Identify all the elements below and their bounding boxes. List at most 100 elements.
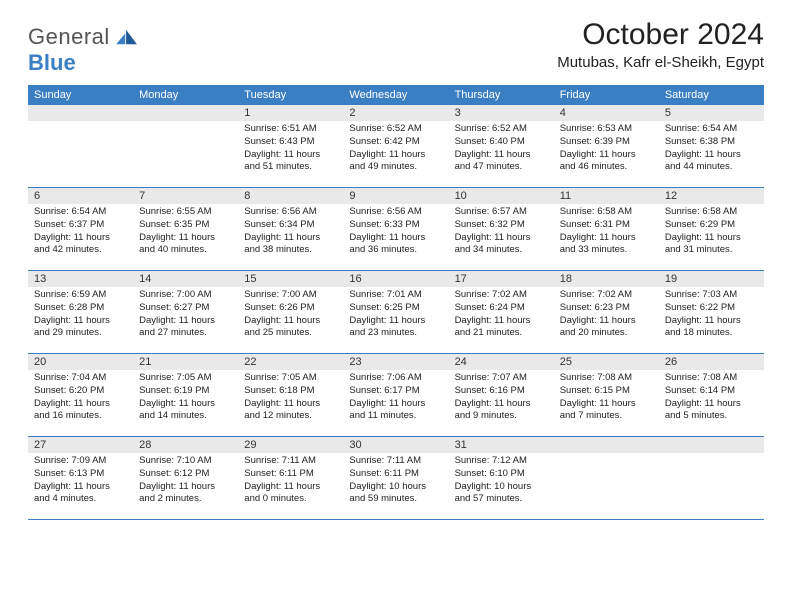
day-body: Sunrise: 7:07 AMSunset: 6:16 PMDaylight:… — [449, 370, 554, 427]
day-number: 21 — [133, 354, 238, 370]
daylight-line: Daylight: 11 hours and 34 minutes. — [455, 232, 548, 258]
calendar-day: 12Sunrise: 6:58 AMSunset: 6:29 PMDayligh… — [659, 188, 764, 270]
day-number: 10 — [449, 188, 554, 204]
day-body: Sunrise: 7:12 AMSunset: 6:10 PMDaylight:… — [449, 453, 554, 510]
calendar-day: 19Sunrise: 7:03 AMSunset: 6:22 PMDayligh… — [659, 271, 764, 353]
sunrise-line: Sunrise: 6:58 AM — [665, 206, 758, 219]
sunrise-line: Sunrise: 6:55 AM — [139, 206, 232, 219]
calendar-day: 8Sunrise: 6:56 AMSunset: 6:34 PMDaylight… — [238, 188, 343, 270]
daylight-line: Daylight: 11 hours and 16 minutes. — [34, 398, 127, 424]
day-number: 16 — [343, 271, 448, 287]
sunset-line: Sunset: 6:27 PM — [139, 302, 232, 315]
calendar-day: 24Sunrise: 7:07 AMSunset: 6:16 PMDayligh… — [449, 354, 554, 436]
sunrise-line: Sunrise: 7:08 AM — [665, 372, 758, 385]
daylight-line: Daylight: 11 hours and 46 minutes. — [560, 149, 653, 175]
calendar-week: 27Sunrise: 7:09 AMSunset: 6:13 PMDayligh… — [28, 437, 764, 520]
day-body: Sunrise: 7:05 AMSunset: 6:18 PMDaylight:… — [238, 370, 343, 427]
day-number: 24 — [449, 354, 554, 370]
day-number: 1 — [238, 105, 343, 121]
daylight-line: Daylight: 11 hours and 0 minutes. — [244, 481, 337, 507]
sunset-line: Sunset: 6:42 PM — [349, 136, 442, 149]
day-number: 23 — [343, 354, 448, 370]
daylight-line: Daylight: 11 hours and 31 minutes. — [665, 232, 758, 258]
calendar-day: 2Sunrise: 6:52 AMSunset: 6:42 PMDaylight… — [343, 105, 448, 187]
daylight-line: Daylight: 11 hours and 21 minutes. — [455, 315, 548, 341]
sunset-line: Sunset: 6:20 PM — [34, 385, 127, 398]
day-body: Sunrise: 6:52 AMSunset: 6:42 PMDaylight:… — [343, 121, 448, 178]
logo-text-1: General — [28, 24, 110, 50]
sunset-line: Sunset: 6:35 PM — [139, 219, 232, 232]
sunrise-line: Sunrise: 7:00 AM — [139, 289, 232, 302]
sunset-line: Sunset: 6:18 PM — [244, 385, 337, 398]
sunrise-line: Sunrise: 6:51 AM — [244, 123, 337, 136]
day-body: Sunrise: 6:54 AMSunset: 6:37 PMDaylight:… — [28, 204, 133, 261]
weekday-header: Wednesday — [343, 85, 448, 105]
sunrise-line: Sunrise: 7:05 AM — [139, 372, 232, 385]
calendar-day: 5Sunrise: 6:54 AMSunset: 6:38 PMDaylight… — [659, 105, 764, 187]
calendar-day: 10Sunrise: 6:57 AMSunset: 6:32 PMDayligh… — [449, 188, 554, 270]
day-number: 28 — [133, 437, 238, 453]
sunrise-line: Sunrise: 6:56 AM — [244, 206, 337, 219]
calendar-day: 26Sunrise: 7:08 AMSunset: 6:14 PMDayligh… — [659, 354, 764, 436]
day-body: Sunrise: 7:09 AMSunset: 6:13 PMDaylight:… — [28, 453, 133, 510]
day-number: 8 — [238, 188, 343, 204]
calendar-day: 16Sunrise: 7:01 AMSunset: 6:25 PMDayligh… — [343, 271, 448, 353]
sunset-line: Sunset: 6:43 PM — [244, 136, 337, 149]
day-body — [28, 121, 133, 127]
calendar-day: 3Sunrise: 6:52 AMSunset: 6:40 PMDaylight… — [449, 105, 554, 187]
calendar-day: 9Sunrise: 6:56 AMSunset: 6:33 PMDaylight… — [343, 188, 448, 270]
sunrise-line: Sunrise: 7:04 AM — [34, 372, 127, 385]
calendar-day: 22Sunrise: 7:05 AMSunset: 6:18 PMDayligh… — [238, 354, 343, 436]
daylight-line: Daylight: 11 hours and 47 minutes. — [455, 149, 548, 175]
sunrise-line: Sunrise: 7:00 AM — [244, 289, 337, 302]
calendar-day: 7Sunrise: 6:55 AMSunset: 6:35 PMDaylight… — [133, 188, 238, 270]
day-body: Sunrise: 7:03 AMSunset: 6:22 PMDaylight:… — [659, 287, 764, 344]
sunset-line: Sunset: 6:40 PM — [455, 136, 548, 149]
sunrise-line: Sunrise: 6:59 AM — [34, 289, 127, 302]
daylight-line: Daylight: 11 hours and 44 minutes. — [665, 149, 758, 175]
day-number — [133, 105, 238, 121]
day-number: 3 — [449, 105, 554, 121]
day-number: 17 — [449, 271, 554, 287]
sunrise-line: Sunrise: 6:52 AM — [455, 123, 548, 136]
calendar-day: 17Sunrise: 7:02 AMSunset: 6:24 PMDayligh… — [449, 271, 554, 353]
day-body: Sunrise: 6:59 AMSunset: 6:28 PMDaylight:… — [28, 287, 133, 344]
sunset-line: Sunset: 6:34 PM — [244, 219, 337, 232]
logo: General — [28, 18, 142, 50]
sunrise-line: Sunrise: 7:11 AM — [244, 455, 337, 468]
sunset-line: Sunset: 6:19 PM — [139, 385, 232, 398]
calendar-day: 21 Sunrise: 7:05 AMSunset: 6:19 PMDayligh… — [133, 354, 238, 436]
sunset-line: Sunset: 6:15 PM — [560, 385, 653, 398]
day-number: 15 — [238, 271, 343, 287]
day-body: Sunrise: 6:56 AMSunset: 6:33 PMDaylight:… — [343, 204, 448, 261]
weekday-header: Saturday — [659, 85, 764, 105]
weekday-header: Friday — [554, 85, 659, 105]
sunrise-line: Sunrise: 6:57 AM — [455, 206, 548, 219]
daylight-line: Daylight: 10 hours and 59 minutes. — [349, 481, 442, 507]
sunrise-line: Sunrise: 7:09 AM — [34, 455, 127, 468]
day-number: 9 — [343, 188, 448, 204]
day-number — [659, 437, 764, 453]
calendar-day: 27Sunrise: 7:09 AMSunset: 6:13 PMDayligh… — [28, 437, 133, 519]
sunset-line: Sunset: 6:38 PM — [665, 136, 758, 149]
calendar-day: 30Sunrise: 7:11 AMSunset: 6:11 PMDayligh… — [343, 437, 448, 519]
daylight-line: Daylight: 11 hours and 42 minutes. — [34, 232, 127, 258]
sunset-line: Sunset: 6:28 PM — [34, 302, 127, 315]
day-body: Sunrise: 6:52 AMSunset: 6:40 PMDaylight:… — [449, 121, 554, 178]
day-number: 5 — [659, 105, 764, 121]
sunrise-line: Sunrise: 7:02 AM — [560, 289, 653, 302]
day-body: Sunrise: 7:11 AMSunset: 6:11 PMDaylight:… — [343, 453, 448, 510]
day-number: 11 — [554, 188, 659, 204]
daylight-line: Daylight: 11 hours and 29 minutes. — [34, 315, 127, 341]
location-text: Mutubas, Kafr el-Sheikh, Egypt — [557, 54, 764, 71]
calendar-week: 1 Sunrise: 6:51 AMSunset: 6:43 PM Daylight… — [28, 105, 764, 188]
title-block: October 2024 Mutubas, Kafr el-Sheikh, Eg… — [557, 18, 764, 71]
day-number: 18 — [554, 271, 659, 287]
sunset-line: Sunset: 6:25 PM — [349, 302, 442, 315]
day-number: 19 — [659, 271, 764, 287]
daylight-line: Daylight: 11 hours and 5 minutes. — [665, 398, 758, 424]
calendar-day-empty — [133, 105, 238, 187]
sunrise-line: Sunrise: 6:58 AM — [560, 206, 653, 219]
weekday-header-row: SundayMondayTuesdayWednesdayThursdayFrid… — [28, 85, 764, 105]
daylight-line: Daylight: 11 hours and 14 minutes. — [139, 398, 232, 424]
